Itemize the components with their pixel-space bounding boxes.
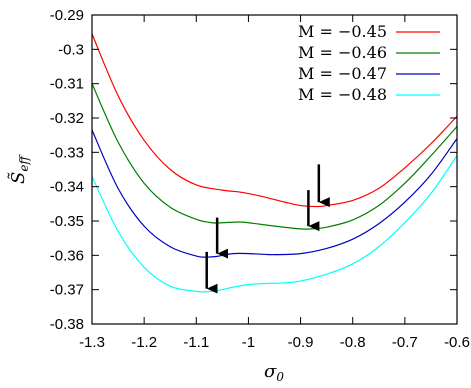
legend-label-2: M = −0.46 [298,43,387,62]
annotation-layer [205,164,330,294]
y-tick-label: -0.32 [50,110,84,127]
legend: M = −0.45 M = −0.46 M = −0.47 M = −0.48 [298,22,440,104]
x-tick-label: -0.9 [288,334,314,351]
x-tick-label: -1.2 [131,334,157,351]
y-tick-label: -0.36 [50,247,84,264]
y-tick-label: -0.31 [50,76,84,93]
ticks-layer: -1.3 -1.2 -1.1 -1 -0.9 -0.8 -0.7 -0.6 -0.38 -0.37… [50,7,470,351]
x-tick-label: -1.1 [183,334,209,351]
legend-label-4: M = −0.48 [298,85,387,104]
x-axis-label: σ0 [264,361,284,384]
y-tick-label: -0.33 [50,144,84,161]
y-tick-label: -0.35 [50,213,84,230]
y-tick-label: -0.29 [50,7,84,24]
x-tick-label: -0.7 [392,334,418,351]
plot-frame [91,14,458,325]
series-line-3 [91,129,458,258]
y-tick-label: -0.34 [50,179,84,196]
x-tick-label: -1 [242,334,255,351]
legend-label-1: M = −0.45 [298,22,387,41]
y-tick-label: -0.3 [58,41,84,58]
x-tick-label: -0.8 [340,334,366,351]
y-tick-label: -0.38 [50,316,84,333]
series-line-1 [91,33,458,208]
x-tick-label: -0.6 [444,334,470,351]
y-tick-label: -0.37 [50,282,84,299]
legend-label-3: M = −0.47 [298,64,387,83]
series-layer [91,33,458,293]
series-line-2 [91,83,458,230]
series-line-4 [91,155,458,293]
y-axis-label: S̃eff [7,154,31,184]
x-tick-label: -1.3 [79,334,105,351]
